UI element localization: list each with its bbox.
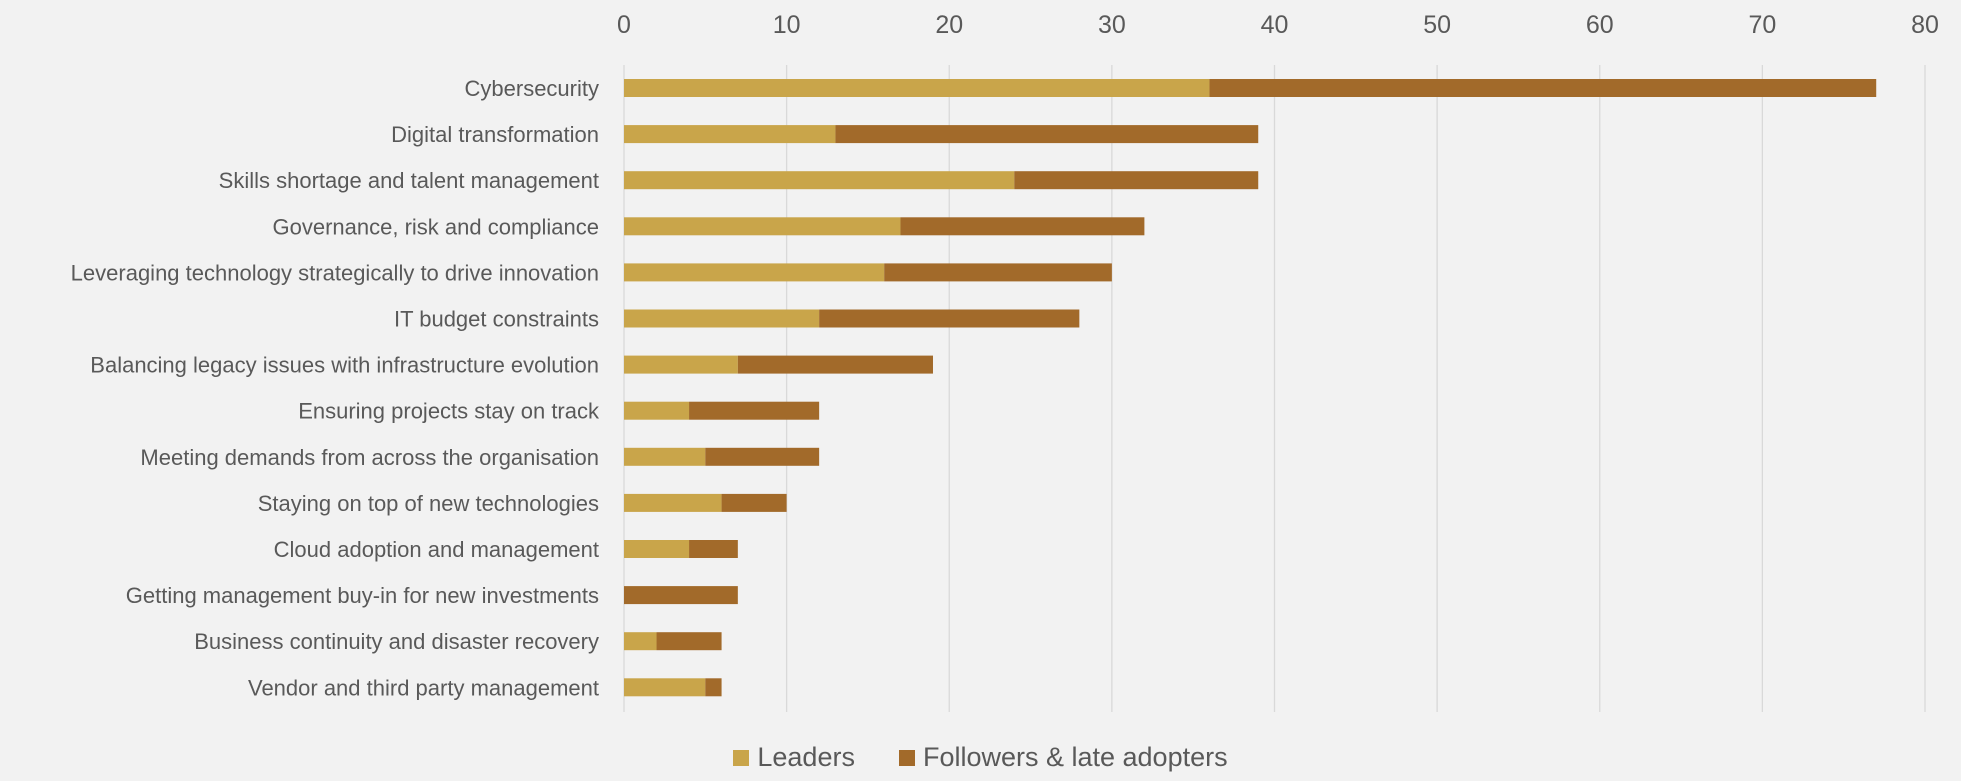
bar-followers [737,355,933,374]
bar-followers [705,447,820,466]
bar-leaders [624,125,836,144]
legend-swatch-followers [898,749,915,766]
x-tick-label: 30 [1098,11,1126,39]
bar-followers [689,401,820,420]
x-tick-label: 40 [1261,11,1289,39]
bar-leaders [624,678,706,697]
category-label: Cybersecurity [465,76,599,101]
category-label: Business continuity and disaster recover… [194,629,599,654]
bar-followers [1209,79,1877,97]
category-label: Meeting demands from across the organisa… [140,445,599,470]
legend-item-followers: Followers & late adopters [898,742,1228,773]
category-label: Leveraging technology strategically to d… [71,260,599,285]
bar-leaders [624,309,820,328]
x-tick-label: 20 [935,11,963,39]
bar-leaders [624,401,690,420]
bar-followers [1014,171,1259,190]
category-label: Balancing legacy issues with infrastruct… [90,353,599,378]
bar-followers [656,632,722,651]
bar-leaders [624,79,1210,97]
bar-leaders [624,171,1015,190]
legend: Leaders Followers & late adopters [0,742,1961,773]
bar-followers [721,493,787,512]
category-label: Getting management buy-in for new invest… [126,583,599,608]
legend-label-leaders: Leaders [757,742,855,772]
category-label: Skills shortage and talent management [219,168,599,193]
bar-leaders [624,217,901,236]
bar-followers [624,586,738,605]
bar-leaders [624,447,706,466]
category-label: Vendor and third party management [248,675,599,700]
x-tick-label: 80 [1911,11,1939,39]
x-tick-label: 50 [1423,11,1451,39]
bar-leaders [624,632,657,651]
bar-followers [819,309,1080,328]
bar-leaders [624,263,885,282]
category-label: IT budget constraints [394,307,599,332]
x-tick-label: 0 [617,11,631,39]
x-tick-label: 10 [773,11,801,39]
bar-followers [900,217,1145,236]
category-label: Governance, risk and compliance [273,214,600,239]
x-tick-label: 70 [1748,11,1776,39]
bar-leaders [624,540,690,558]
category-label: Staying on top of new technologies [258,491,599,516]
legend-item-leaders: Leaders [733,742,855,773]
bar-leaders [624,493,722,512]
category-label: Cloud adoption and management [274,537,599,562]
bar-followers [705,678,722,697]
legend-label-followers: Followers & late adopters [922,742,1228,772]
bar-leaders [624,355,738,374]
legend-swatch-leaders [733,749,750,766]
category-label: Digital transformation [391,122,599,147]
x-tick-label: 60 [1586,11,1614,39]
bar-followers [689,540,738,558]
bar-followers [835,125,1259,144]
category-label: Ensuring projects stay on track [298,399,600,424]
bar-followers [884,263,1112,282]
